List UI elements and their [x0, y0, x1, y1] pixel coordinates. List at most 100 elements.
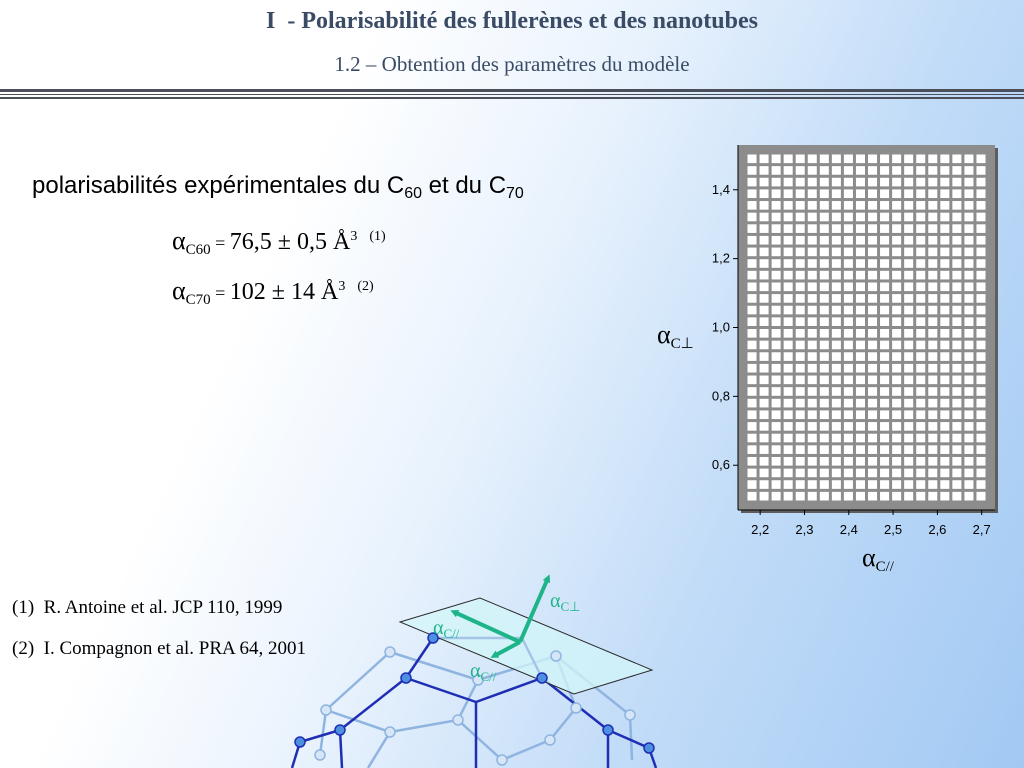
grid-cell	[892, 224, 902, 233]
grid-cell	[892, 340, 902, 350]
grid-cell	[928, 235, 938, 245]
header-rule-thick	[0, 89, 1024, 92]
grid-cell	[904, 224, 914, 233]
grid-cell	[880, 212, 890, 222]
equation-c60: αC60 = 76,5 ± 0,5 Å3 (1)	[172, 226, 386, 258]
grid-cell	[940, 387, 950, 396]
grid-cell	[759, 235, 769, 245]
grid-cell	[928, 154, 938, 164]
grid-cell	[892, 480, 902, 489]
grid-cell	[868, 247, 878, 257]
grid-cell	[747, 352, 757, 361]
grid-cell	[843, 433, 853, 443]
grid-cell	[783, 340, 793, 350]
grid-cell	[807, 329, 817, 338]
grid-cell	[795, 224, 805, 233]
grid-cell	[940, 166, 950, 175]
grid-cell	[807, 387, 817, 396]
heading-sub-70: 70	[506, 185, 524, 202]
grid-cell	[771, 422, 781, 431]
y-tick-label: 1,4	[712, 182, 730, 197]
grid-cell	[964, 189, 974, 199]
grid-cell	[880, 317, 890, 326]
grid-cell	[892, 305, 902, 315]
grid-cell	[964, 259, 974, 268]
grid-cell	[868, 235, 878, 245]
grid-cell	[976, 468, 986, 478]
grid-cell	[831, 270, 841, 280]
grid-cell	[964, 224, 974, 233]
grid-cell	[795, 166, 805, 175]
grid-cell	[916, 433, 926, 443]
grid-cell	[855, 329, 865, 338]
grid-cell	[783, 201, 793, 210]
grid-cell	[928, 352, 938, 361]
grid-cell	[880, 154, 890, 164]
header-rule-bottom	[0, 97, 1024, 99]
slide-title: I - Polarisabilité des fullerènes et des…	[266, 8, 758, 34]
grid-cell	[928, 270, 938, 280]
grid-cell	[880, 166, 890, 175]
grid-cell	[783, 456, 793, 466]
grid-cell	[795, 154, 805, 164]
grid-cell	[904, 235, 914, 245]
grid-cell	[807, 445, 817, 454]
grid-cell	[831, 247, 841, 257]
grid-cell	[795, 422, 805, 431]
grid-cell	[892, 177, 902, 187]
grid-cell	[831, 491, 841, 501]
grid-cell	[795, 259, 805, 268]
grid-cell	[831, 282, 841, 292]
vector-subscript: C//	[480, 669, 497, 684]
grid-cell	[880, 189, 890, 199]
grid-cell	[976, 445, 986, 454]
grid-cell	[855, 201, 865, 210]
grid-cell	[795, 270, 805, 280]
grid-cell	[868, 189, 878, 199]
grid-cell	[855, 340, 865, 350]
grid-cell	[880, 456, 890, 466]
grid-cell	[940, 491, 950, 501]
grid-cell	[940, 422, 950, 431]
grid-cell	[855, 375, 865, 385]
grid-cell	[940, 294, 950, 303]
grid-cell	[855, 212, 865, 222]
equation-subscript: C60	[185, 242, 211, 258]
heading-sub-60: 60	[404, 185, 422, 202]
grid-cell	[916, 340, 926, 350]
grid-cell	[880, 329, 890, 338]
grid-cell	[795, 375, 805, 385]
grid-cell	[843, 166, 853, 175]
grid-cell	[747, 212, 757, 222]
grid-cell	[952, 259, 962, 268]
grid-cell	[916, 317, 926, 326]
grid-cell	[795, 247, 805, 257]
grid-cell	[976, 398, 986, 408]
grid-cell	[819, 329, 829, 338]
x-axis-subscript: C//	[875, 559, 894, 575]
grid-cell	[747, 305, 757, 315]
grid-cell	[771, 189, 781, 199]
grid-cell	[904, 247, 914, 257]
grid-cell	[747, 445, 757, 454]
grid-cell	[795, 294, 805, 303]
grid-cell	[880, 480, 890, 489]
grid-cell	[783, 352, 793, 361]
grid-cell	[771, 212, 781, 222]
grid-cell	[928, 480, 938, 489]
y-tick-label: 1,0	[712, 320, 730, 335]
grid-cell	[952, 294, 962, 303]
grid-cell	[976, 410, 986, 420]
grid-cell	[747, 387, 757, 396]
grid-cell	[759, 456, 769, 466]
grid-cell	[928, 468, 938, 478]
grid-cell	[892, 352, 902, 361]
vector-symbol: α	[470, 660, 481, 682]
x-axis-symbol: α	[862, 543, 876, 572]
grid-cell	[783, 410, 793, 420]
grid-cell	[759, 433, 769, 443]
grid-cell	[855, 282, 865, 292]
grid-cell	[747, 166, 757, 175]
grid-cell	[904, 445, 914, 454]
grid-cell	[759, 294, 769, 303]
